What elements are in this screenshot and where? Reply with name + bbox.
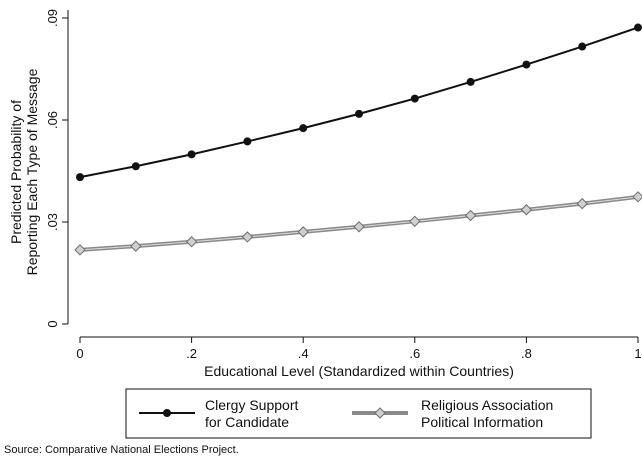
data-point xyxy=(466,77,475,86)
y-axis-title-line-2: Reporting Each Type of Message xyxy=(24,68,40,275)
x-tick-label: .4 xyxy=(298,346,309,361)
data-point xyxy=(464,209,477,222)
y-tick-label: .03 xyxy=(45,213,60,231)
x-ticks: 0 .2 .4 .6 .8 1 xyxy=(76,337,642,361)
data-point xyxy=(576,197,588,210)
y-ticks: 0 .03 .06 .09 xyxy=(45,9,68,328)
y-axis-title-line-1: Predicted Probability of xyxy=(8,100,24,244)
x-tick-label: .8 xyxy=(521,346,532,361)
data-point xyxy=(634,23,642,32)
data-point xyxy=(185,236,198,248)
data-point xyxy=(76,173,84,182)
series-layer xyxy=(74,23,642,256)
legend-label-religious-line-2: Political Information xyxy=(421,414,543,430)
source-note: Source: Comparative National Elections P… xyxy=(4,444,239,456)
x-tick-label: 1 xyxy=(634,346,641,361)
x-tick-label: .6 xyxy=(409,346,420,361)
data-point xyxy=(522,60,531,69)
legend-label-clergy-line-2: for Candidate xyxy=(205,414,289,430)
x-axis-title: Educational Level (Standardized within C… xyxy=(204,363,514,379)
y-tick-label: .06 xyxy=(45,111,60,129)
series-2 xyxy=(74,191,642,256)
x-tick-label: .2 xyxy=(186,346,197,361)
data-point xyxy=(130,240,142,252)
data-point xyxy=(409,215,421,228)
legend-label-clergy-line-1: Clergy Support xyxy=(205,397,298,413)
data-point xyxy=(632,191,642,203)
legend-key-clergy xyxy=(139,409,195,417)
data-point xyxy=(520,204,533,216)
data-point xyxy=(131,162,140,171)
y-tick-label: 0 xyxy=(45,320,60,327)
data-point xyxy=(410,94,419,103)
data-point xyxy=(241,231,254,243)
data-point xyxy=(299,124,308,133)
data-point xyxy=(355,109,363,118)
data-point xyxy=(297,226,309,238)
series-line xyxy=(79,26,639,179)
legend: Clergy Support for Candidate Religious A… xyxy=(125,388,592,439)
data-point xyxy=(578,42,587,51)
legend-label-religious-line-1: Religious Association xyxy=(421,397,553,413)
data-point xyxy=(243,137,252,146)
x-tick-label: 0 xyxy=(76,346,83,361)
data-point xyxy=(187,150,196,159)
data-point xyxy=(74,244,86,256)
data-point xyxy=(353,221,365,233)
series-1 xyxy=(76,23,642,182)
y-tick-label: .09 xyxy=(45,9,60,27)
legend-key-religious xyxy=(352,407,408,419)
